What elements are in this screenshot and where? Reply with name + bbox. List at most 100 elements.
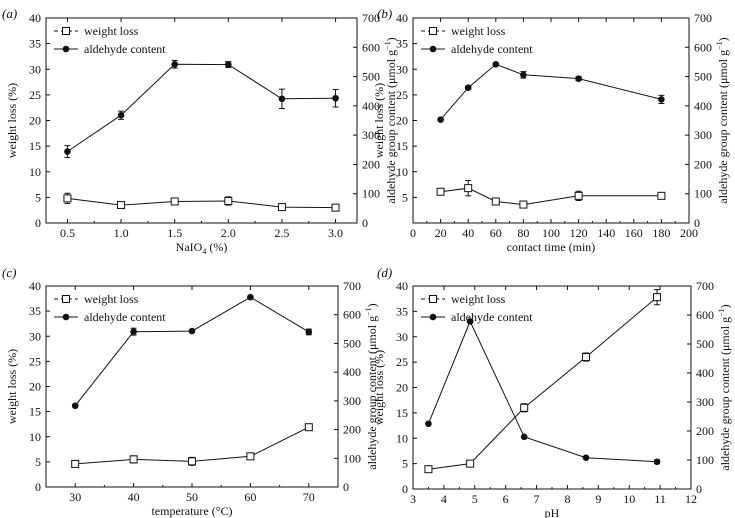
- data-point-weight-loss: [277, 203, 286, 212]
- data-point-weight-loss: [129, 455, 138, 464]
- legend-label-weight-loss: weight loss: [84, 292, 139, 306]
- y2-tick-label: 500: [696, 337, 714, 351]
- y-tick-label: 25: [29, 354, 41, 368]
- y2-axis-label-end: ): [718, 304, 732, 308]
- y2-tick-label: 0: [694, 216, 700, 230]
- y2-tick-label: 300: [343, 394, 361, 408]
- y2-tick-label: 600: [343, 308, 361, 322]
- x-tick-label: 6: [503, 492, 509, 506]
- y-axis-label: weight loss (%): [372, 350, 386, 425]
- series-line-aldehyde-content: [67, 63, 336, 152]
- x-tick-label: 1.0: [114, 226, 129, 240]
- x-axis-label-sub: 4: [202, 247, 206, 256]
- y2-tick-label: 700: [696, 279, 714, 293]
- y2-tick-label: 300: [696, 395, 714, 409]
- y2-tick-label: 600: [362, 40, 380, 54]
- y2-tick-label: 600: [694, 40, 712, 54]
- x-tick-label: 10: [623, 492, 635, 506]
- data-point-aldehyde-content: [520, 71, 527, 79]
- y-tick-label: 20: [29, 380, 41, 394]
- data-point-weight-loss: [224, 196, 233, 205]
- series-line-aldehyde-content: [440, 63, 662, 120]
- y-tick-label: 5: [402, 190, 408, 204]
- data-point-weight-loss: [520, 403, 529, 412]
- y-tick-label: 20: [29, 114, 41, 128]
- y2-tick-label: 500: [694, 70, 712, 84]
- data-point-aldehyde-content: [425, 420, 432, 428]
- legend-marker-weight-loss: [429, 295, 437, 303]
- x-tick-label: 120: [570, 226, 588, 240]
- x-axis-label-unit: (%): [206, 240, 227, 254]
- data-point-aldehyde-content: [575, 75, 582, 82]
- y-tick-label: 0: [402, 482, 408, 496]
- y2-axis-label-end: ): [365, 303, 379, 307]
- y-tick-label: 25: [396, 355, 408, 369]
- y2-axis-label-main: aldehyde group content (μmol g: [718, 317, 732, 471]
- y2-tick-label: 300: [694, 128, 712, 142]
- y2-axis-label-end: ): [716, 37, 730, 41]
- y2-tick-label: 500: [343, 336, 361, 350]
- y2-tick-label: 0: [343, 480, 349, 494]
- y-tick-label: 35: [396, 304, 408, 318]
- y2-tick-label: 300: [362, 128, 380, 142]
- x-tick-label: 8: [564, 492, 570, 506]
- y2-tick-label: 400: [362, 99, 380, 113]
- y-tick-label: 15: [29, 405, 41, 419]
- data-point-weight-loss: [466, 459, 475, 468]
- data-point-aldehyde-content: [71, 402, 79, 410]
- x-tick-label: 1.5: [167, 226, 182, 240]
- y-tick-label: 5: [35, 190, 41, 204]
- y-tick-label: 15: [396, 139, 408, 153]
- panel-c: (c)30 40 50 60 70051015202530354001002003004…: [2, 265, 379, 518]
- y2-axis-label-main: aldehyde group content (μmol g: [716, 50, 730, 204]
- y2-axis-label: aldehyde group content (μmol g−1): [717, 304, 732, 470]
- data-point-weight-loss: [436, 187, 445, 196]
- y2-axis-label-sup: −1: [383, 41, 392, 50]
- y-tick-label: 30: [29, 62, 41, 76]
- x-tick-label: 12: [685, 492, 697, 506]
- y2-axis-label-sup: −1: [364, 307, 373, 316]
- y-tick-label: 20: [396, 381, 408, 395]
- data-point-aldehyde-content: [130, 328, 137, 335]
- x-tick-label: 200: [680, 226, 698, 240]
- y2-tick-label: 100: [694, 187, 712, 201]
- y2-tick-label: 400: [694, 99, 712, 113]
- legend-label-weight-loss: weight loss: [451, 24, 506, 38]
- data-point-weight-loss: [657, 191, 666, 200]
- legend-label-aldehyde-content: aldehyde content: [84, 42, 166, 56]
- x-tick-label: 5: [472, 492, 478, 506]
- y-axis-label: weight loss (%): [372, 83, 386, 158]
- y2-tick-label: 700: [694, 11, 712, 25]
- panel-d: (d)3 4 5 6 7 8 9 10 11 12051015202530354001002003…: [372, 265, 732, 518]
- y-tick-label: 40: [29, 11, 41, 25]
- y-tick-label: 15: [396, 406, 408, 420]
- panel-label: (d): [377, 265, 392, 280]
- panel-label: (b): [377, 6, 392, 21]
- x-tick-label: 40: [128, 490, 140, 504]
- x-axis-label-main: contact time (min): [507, 240, 596, 254]
- y-tick-label: 5: [35, 455, 41, 469]
- legend-label-weight-loss: weight loss: [451, 292, 506, 306]
- data-point-aldehyde-content: [658, 96, 665, 103]
- y-tick-label: 10: [396, 165, 408, 179]
- y-tick-label: 40: [396, 279, 408, 293]
- y-axis-label: weight loss (%): [5, 349, 19, 424]
- x-tick-label: 180: [652, 226, 670, 240]
- series-line-weight-loss: [67, 197, 336, 209]
- data-point-aldehyde-content: [171, 60, 178, 68]
- data-point-weight-loss: [246, 452, 255, 461]
- x-axis-label: pH: [545, 506, 560, 518]
- x-tick-label: 100: [542, 226, 560, 240]
- y-tick-label: 10: [29, 165, 41, 179]
- data-point-weight-loss: [188, 457, 196, 466]
- y-tick-label: 20: [396, 114, 408, 128]
- data-point-aldehyde-content: [225, 61, 232, 68]
- legend-marker-weight-loss: [62, 295, 70, 303]
- x-axis-label-main: pH: [545, 506, 560, 518]
- x-axis-label: temperature (°C): [151, 504, 232, 518]
- y-axis-label: weight loss (%): [5, 83, 19, 158]
- x-axis-label: NaIO4 (%): [176, 240, 228, 256]
- y2-tick-label: 100: [343, 451, 361, 465]
- y-tick-label: 40: [29, 279, 41, 293]
